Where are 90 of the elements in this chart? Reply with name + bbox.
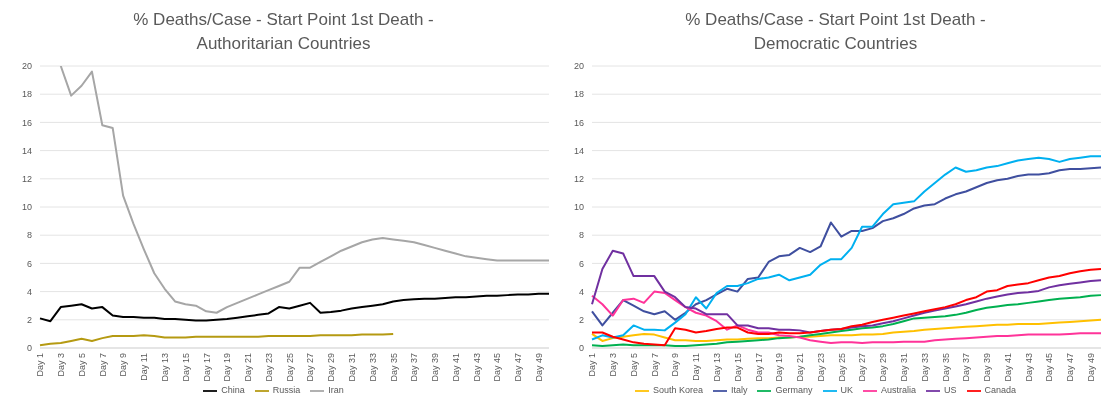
x-tick-label: Day 31	[347, 353, 358, 382]
y-tick-label: 16	[21, 117, 32, 128]
y-tick-label: 8	[26, 230, 32, 241]
legend-label: Iran	[328, 385, 344, 396]
x-tick-label: Day 15	[180, 353, 191, 382]
chart-title: % Deaths/Case - Start Point 1st Death - Democratic Countries	[684, 9, 987, 55]
y-tick-label: 20	[21, 61, 32, 72]
x-tick-label: Day 37	[409, 353, 420, 382]
y-tick-label: 10	[21, 202, 32, 213]
x-tick-label: Day 1	[587, 353, 598, 377]
y-tick-label: 4	[578, 286, 584, 297]
x-tick-label: Day 1	[35, 353, 46, 377]
x-tick-label: Day 43	[1023, 353, 1034, 382]
line-series	[39, 332, 395, 347]
y-tick-label: 20	[573, 61, 584, 72]
line-series	[591, 249, 1102, 334]
y-tick-label: 6	[578, 258, 584, 269]
x-tick-label: Day 7	[97, 353, 108, 377]
x-tick-label: Day 27	[857, 353, 868, 382]
x-tick-label: Day 23	[815, 353, 826, 382]
x-tick-label: Day 21	[243, 353, 254, 382]
x-tick-label: Day 13	[712, 353, 723, 382]
y-tick-label: 0	[578, 343, 584, 354]
legend-label: China	[221, 385, 245, 396]
x-tick-label: Day 47	[1065, 353, 1076, 382]
legend-label: US	[944, 385, 957, 396]
x-tick-label: Day 15	[732, 353, 743, 382]
x-tick-label: Day 39	[430, 353, 441, 382]
x-tick-label: Day 19	[774, 353, 785, 382]
legend-label: Australia	[881, 385, 917, 396]
line-series	[59, 66, 550, 314]
legend-label: Germany	[775, 385, 813, 396]
y-tick-label: 8	[578, 230, 584, 241]
y-tick-label: 14	[573, 145, 584, 156]
x-tick-label: Day 9	[670, 353, 681, 377]
x-tick-label: Day 3	[608, 353, 619, 377]
x-tick-label: Day 33	[919, 353, 930, 382]
line-series	[591, 318, 1102, 342]
x-tick-label: Day 13	[160, 353, 171, 382]
x-tick-label: Day 5	[76, 353, 87, 377]
x-tick-label: Day 7	[649, 353, 660, 377]
x-tick-label: Day 19	[222, 353, 233, 382]
y-tick-label: 12	[573, 173, 584, 184]
x-tick-label: Day 11	[139, 353, 150, 381]
legend-label: Russia	[272, 385, 301, 396]
x-tick-label: Day 23	[263, 353, 274, 382]
x-tick-label: Day 21	[795, 353, 806, 382]
x-tick-label: Day 27	[305, 353, 316, 382]
y-tick-label: 18	[21, 89, 32, 100]
x-tick-label: Day 33	[367, 353, 378, 382]
x-tick-label: Day 49	[1086, 353, 1096, 382]
x-tick-label: Day 17	[753, 353, 764, 382]
y-tick-label: 14	[21, 145, 32, 156]
x-tick-label: Day 35	[388, 353, 399, 382]
x-tick-label: Day 39	[982, 353, 993, 382]
x-tick-label: Day 43	[471, 353, 482, 382]
legend-label: Canada	[984, 385, 1017, 396]
y-tick-label: 2	[26, 314, 32, 325]
x-tick-label: Day 41	[1002, 353, 1013, 382]
x-tick-label: Day 9	[118, 353, 129, 377]
y-tick-label: 12	[21, 173, 32, 184]
x-tick-label: Day 25	[836, 353, 847, 382]
y-tick-label: 10	[573, 202, 584, 213]
x-tick-label: Day 31	[899, 353, 910, 382]
x-tick-label: Day 25	[284, 353, 295, 382]
legend-label: UK	[840, 385, 854, 396]
chart-title: % Deaths/Case - Start Point 1st Death - Authoritarian Countries	[132, 9, 435, 55]
line-series	[39, 292, 550, 323]
x-tick-label: Day 45	[1044, 353, 1055, 382]
x-tick-label: Day 37	[961, 353, 972, 382]
x-tick-label: Day 47	[513, 353, 524, 382]
legend-label: South Korea	[652, 385, 703, 396]
legend-label: Italy	[730, 385, 748, 396]
x-tick-label: Day 17	[201, 353, 212, 382]
line-series	[591, 268, 1102, 347]
y-tick-label: 4	[26, 286, 32, 297]
x-tick-label: Day 35	[940, 353, 951, 382]
x-tick-label: Day 11	[691, 353, 702, 381]
y-tick-label: 2	[578, 314, 584, 325]
x-tick-label: Day 49	[534, 353, 544, 382]
x-tick-label: Day 3	[56, 353, 67, 377]
x-tick-label: Day 29	[878, 353, 889, 382]
y-tick-label: 0	[26, 343, 32, 354]
y-tick-label: 18	[573, 89, 584, 100]
x-tick-label: Day 5	[628, 353, 639, 377]
y-tick-label: 16	[573, 117, 584, 128]
x-tick-label: Day 29	[326, 353, 337, 382]
y-tick-label: 6	[26, 258, 32, 269]
x-tick-label: Day 41	[450, 353, 461, 382]
x-tick-label: Day 45	[492, 353, 503, 382]
